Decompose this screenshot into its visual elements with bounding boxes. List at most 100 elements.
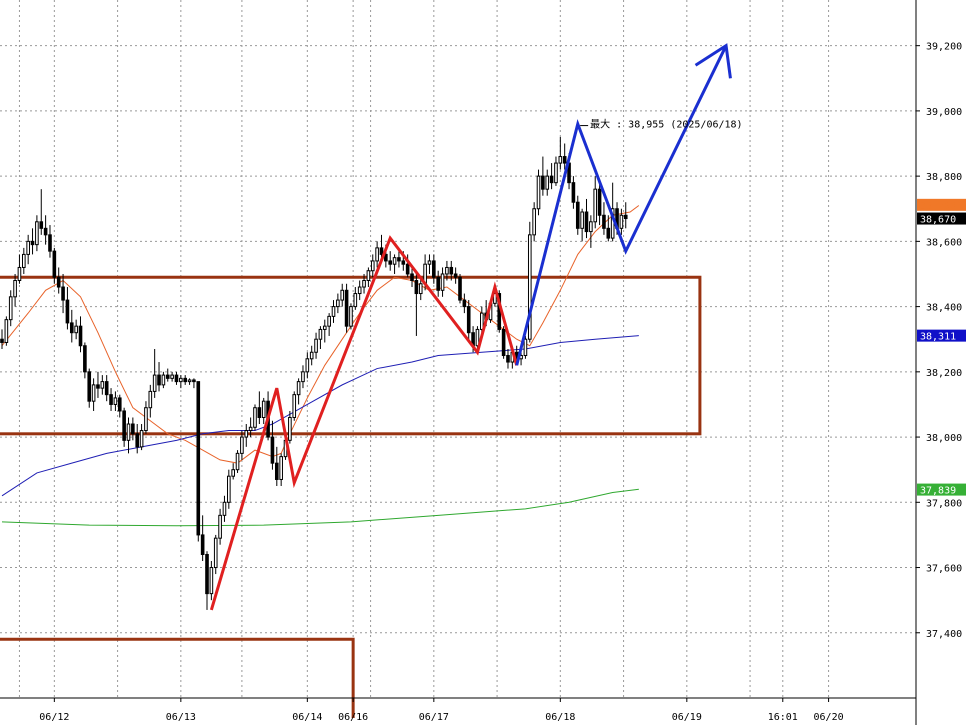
- candle-body: [606, 227, 611, 239]
- candle-body: [279, 456, 283, 480]
- candle-body: [532, 208, 536, 236]
- candle-body: [100, 381, 105, 389]
- chart-grid: [0, 0, 916, 698]
- y-axis-labels: 37,400 37,600 37,800 38,000 38,200 38,400 38,6…: [916, 42, 962, 640]
- candle-body: [575, 201, 580, 229]
- candle-body: [589, 221, 593, 233]
- candle-body: [17, 266, 22, 282]
- candle-body: [161, 374, 166, 386]
- y-tick-label: 37,400: [926, 629, 962, 640]
- x-tick-label: 16:01: [768, 712, 798, 723]
- candle-body: [597, 188, 602, 216]
- candle-body: [309, 351, 314, 360]
- candle-body: [349, 306, 353, 327]
- candle-body: [440, 273, 445, 291]
- candle-body: [619, 214, 624, 229]
- candle-body: [445, 266, 449, 275]
- y-tick-label: 39,000: [926, 107, 962, 118]
- candle-body: [74, 325, 78, 334]
- candle-body: [56, 276, 61, 288]
- price-tag-label: 37,839: [920, 486, 956, 497]
- candle-body: [493, 293, 497, 304]
- candle-body: [235, 452, 240, 471]
- candle-body: [274, 462, 279, 480]
- candle-body: [558, 156, 563, 164]
- price-tags: 38,706 38,670 38,311 37,839: [917, 198, 966, 497]
- candle-body: [623, 214, 628, 220]
- candle-body: [113, 397, 118, 405]
- candle-body: [131, 423, 135, 435]
- candle-body: [480, 312, 484, 330]
- candle-body: [135, 433, 140, 448]
- chart-axes: [0, 0, 917, 725]
- candle-body: [362, 280, 366, 288]
- candle-body: [231, 469, 235, 477]
- candle-body: [22, 253, 26, 268]
- candle-body: [122, 410, 126, 441]
- candle-body: [506, 355, 510, 363]
- candle-body: [48, 234, 52, 252]
- candle-body: [218, 514, 222, 539]
- candle-body: [4, 319, 9, 343]
- candle-body: [410, 273, 414, 282]
- candle-body: [436, 276, 440, 291]
- candle-body: [65, 299, 70, 324]
- zigzag-past-line: [209, 235, 519, 611]
- candle-body: [117, 397, 122, 412]
- candle-body: [602, 214, 606, 229]
- candle-body: [414, 280, 419, 295]
- candle-body: [314, 338, 318, 353]
- candle-body: [270, 436, 275, 464]
- forecast-arrowhead: [694, 43, 732, 79]
- candle-body: [104, 381, 109, 396]
- candle-body: [179, 377, 183, 383]
- candle-body: [8, 296, 13, 321]
- candle-body: [183, 377, 188, 383]
- price-tag-box: [917, 198, 966, 211]
- candle-body: [288, 416, 292, 441]
- candle-body: [292, 394, 297, 418]
- candle-body: [126, 423, 131, 441]
- y-tick-label: 39,200: [926, 42, 962, 53]
- candle-body: [388, 260, 393, 265]
- candle-body: [593, 188, 598, 223]
- price-zones: [0, 275, 702, 718]
- candle-body: [322, 325, 327, 330]
- candle-body: [584, 211, 589, 233]
- candle-body: [418, 283, 423, 295]
- candle-body: [205, 553, 209, 595]
- x-tick-label: 06/18: [545, 712, 575, 723]
- zone-box: [0, 275, 702, 436]
- candle-body: [462, 299, 467, 308]
- candle-body: [157, 374, 161, 386]
- x-tick-label: 06/16: [338, 712, 368, 723]
- candle-body: [366, 270, 371, 282]
- candle-body: [523, 338, 528, 357]
- candle-body: [187, 379, 192, 383]
- candle-body: [449, 266, 454, 275]
- candle-body: [83, 345, 87, 373]
- moving-average-line: [1, 488, 639, 527]
- candle-body: [253, 407, 257, 428]
- candle-body: [39, 221, 44, 229]
- moving-average-line: [1, 205, 640, 464]
- candle-body: [240, 436, 244, 454]
- candle-body: [427, 260, 432, 265]
- x-tick-label: 06/12: [39, 712, 69, 723]
- price-tag-box: [917, 212, 966, 225]
- candle-body: [405, 263, 410, 275]
- candle-body: [52, 250, 57, 278]
- candle-body: [432, 260, 436, 278]
- candle-body: [61, 286, 65, 301]
- candle-body: [466, 306, 471, 334]
- candle-body: [370, 260, 375, 272]
- candle-body: [43, 227, 48, 236]
- candle-body: [170, 374, 174, 379]
- candle-body: [26, 240, 30, 255]
- candle-body: [209, 567, 214, 595]
- candle-body: [344, 289, 349, 327]
- candle-body: [69, 322, 74, 334]
- candle-body: [340, 289, 345, 301]
- candle-body: [501, 328, 506, 357]
- price-tag-label: 38,706: [920, 201, 956, 212]
